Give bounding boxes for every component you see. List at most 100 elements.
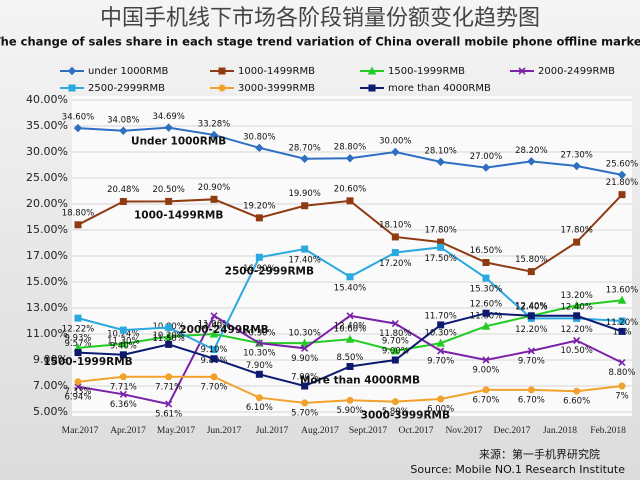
marker [301,245,309,253]
value-label: 10.50% [560,346,592,356]
source-en: Source: Mobile NO.1 Research Institute [410,463,625,476]
marker [165,400,173,408]
series: 7.33% 7.71% 7.71% 7.70% 6.10% 5.70% 5.90% 5.80%… [64,373,629,418]
marker [255,394,263,402]
value-label: 12.40% [560,302,592,312]
value-label: 7% [615,392,629,402]
marker [437,243,445,251]
value-label: 12.40% [198,321,230,331]
marker [618,327,626,335]
marker [391,356,399,364]
marker [390,346,400,355]
value-label: 8.50% [336,353,363,363]
marker [74,349,82,357]
value-label: 7.71% [110,382,137,392]
chart-title: 中国手机线下市场各阶段销量份额变化趋势图 [100,6,540,31]
value-label: 30.80% [243,132,275,142]
y-tick-label: 9.00% [33,353,68,366]
value-label: 28.10% [424,146,456,156]
legend-marker [518,67,526,75]
annotation: 3000-3999RMB [361,410,450,422]
marker [300,338,310,347]
value-label: 12.20% [515,325,547,335]
marker [118,339,128,348]
value-label: 10.30% [424,329,456,339]
value-label: 9.57% [64,339,91,349]
source-cn: 来源：第一手机界研究院 [479,447,600,461]
marker [527,268,535,276]
value-label: 10.30% [243,349,275,359]
marker [255,214,263,222]
value-label: 34.60% [62,113,94,123]
marker [165,197,173,205]
marker [255,339,263,347]
marker [301,399,309,407]
marker [618,382,626,390]
marker [210,355,218,363]
marker [617,170,627,180]
marker [74,221,82,229]
value-label: 11.50% [152,334,184,344]
marker [255,143,264,153]
chart-subtitle: The change of sales share in each stage … [0,35,640,49]
value-label: 12.40% [515,301,547,311]
value-label: 9.90% [291,354,318,364]
value-label: 11.00% [198,320,230,330]
marker [346,273,354,281]
value-label: 17.20% [379,259,411,269]
marker [482,274,490,282]
value-label: 9.70% [382,336,409,346]
value-label: 19.90% [288,189,320,199]
annotation: 1000-1499RMB [134,209,223,221]
y-tick-label: 15.00% [26,223,68,236]
legend-marker [67,66,77,76]
value-label: 6.00% [427,405,454,415]
x-tick-label: Mar.2017 [62,426,99,436]
value-label: 7.70% [200,382,227,392]
value-label: 7.71% [155,382,182,392]
x-tick-label: Jun.2017 [207,426,242,436]
legend-label: more than 4000RMB [388,83,491,94]
marker [618,191,626,199]
value-label: 10.20% [152,331,184,341]
marker [164,123,173,132]
marker [573,336,581,345]
marker [301,344,309,352]
marker [210,346,218,354]
marker [527,347,535,355]
value-label: 13.20% [560,291,592,301]
marker [618,359,626,367]
marker [165,340,173,348]
value-label: 28.80% [334,143,366,153]
marker [573,312,581,320]
marker [572,161,581,171]
value-label: 17.80% [424,226,456,236]
marker [209,329,219,338]
series: 34.60% 34.08% 34.69% 33.28% 30.80% 28.70% 28.8… [62,112,638,180]
annotation: 2500-2999RMB [225,265,314,277]
marker [346,396,354,404]
marker [391,249,399,257]
marker [346,363,354,370]
marker [119,126,128,135]
marker [617,295,627,304]
value-label: 30.00% [379,137,411,147]
marker [209,130,219,140]
value-label: 10.30% [243,329,275,339]
series: 9.57% 9.40% 10.20% 9.10% 7.90% 7.00% 8.50% 9.00… [64,300,638,390]
value-label: 33.28% [198,119,230,129]
value-label: 12.22% [62,325,94,335]
marker [301,382,309,390]
marker [482,386,490,394]
marker [481,163,491,172]
value-label: 15.40% [334,283,366,293]
value-label: 18.80% [62,208,94,218]
marker [482,356,490,364]
value-label: 15.30% [470,285,502,295]
marker [437,347,445,355]
marker [436,338,446,347]
value-label: 12.40% [334,321,366,331]
x-tick-label: Jul.2017 [256,426,289,436]
legend-label: 1500-1999RMB [388,66,465,77]
